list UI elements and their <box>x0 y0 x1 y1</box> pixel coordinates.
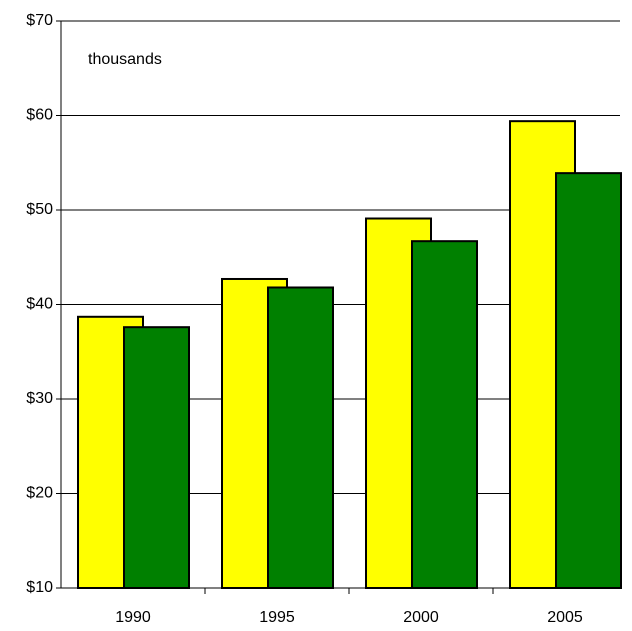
bar <box>555 172 622 590</box>
annotation: thousands <box>88 51 162 68</box>
y-tick-label: $50 <box>26 201 53 218</box>
x-tick-label: 2005 <box>547 609 583 626</box>
y-tick-label: $20 <box>26 485 53 502</box>
x-tick-label: 2000 <box>403 609 439 626</box>
y-tick-label: $70 <box>26 12 53 29</box>
y-tick-label: $60 <box>26 107 53 124</box>
y-tick-label: $30 <box>26 390 53 407</box>
y-tick-label: $10 <box>26 579 53 596</box>
y-tick-label: $40 <box>26 296 53 313</box>
bar <box>123 326 190 589</box>
bar <box>267 286 334 589</box>
bar <box>411 240 478 589</box>
x-tick-label: 1990 <box>115 609 151 626</box>
x-tick-label: 1995 <box>259 609 295 626</box>
